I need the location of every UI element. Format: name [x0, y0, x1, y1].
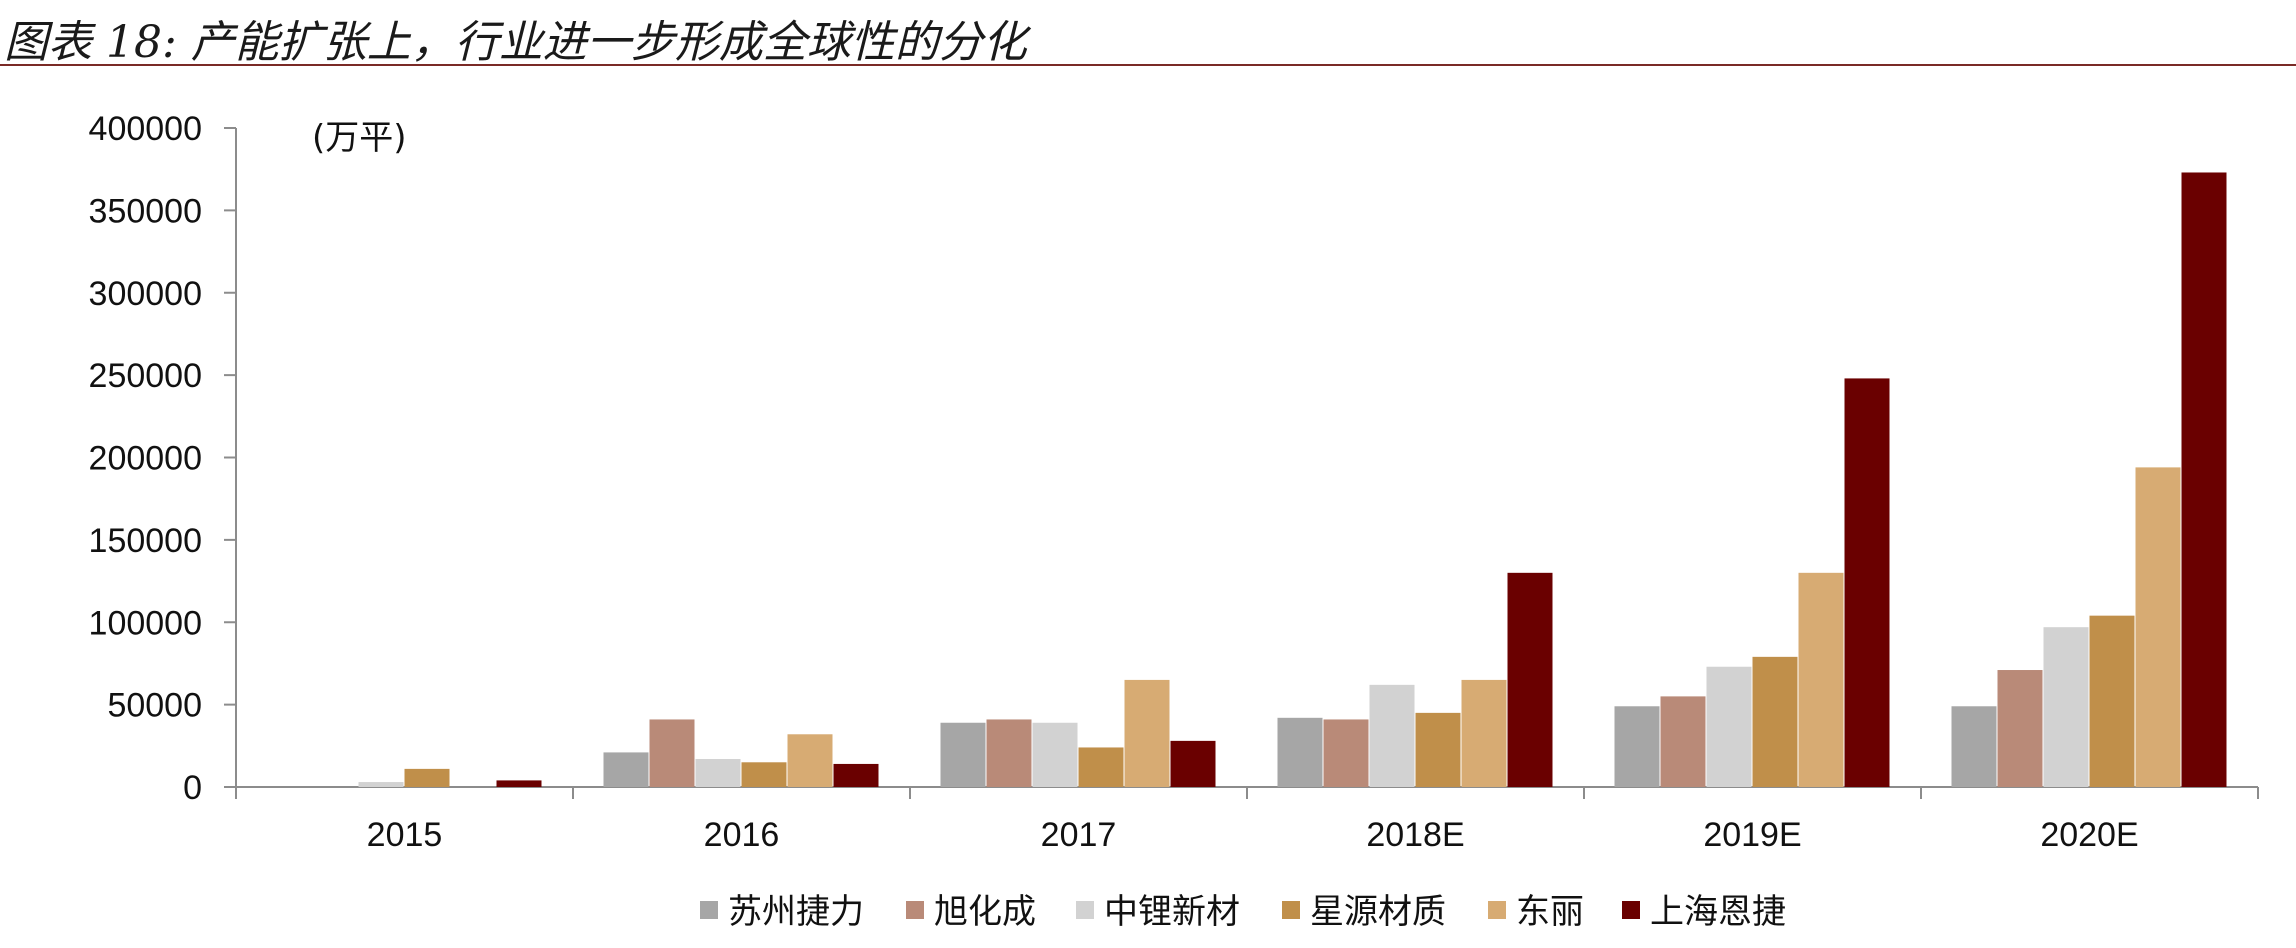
- bar-东丽-2020E: [2135, 467, 2181, 787]
- bar-上海恩捷-2020E: [2181, 172, 2227, 788]
- y-tick-label: 100000: [89, 604, 202, 642]
- bar-星源材质-2018E: [1415, 712, 1461, 787]
- bar-中锂新材-2017: [1032, 722, 1078, 787]
- legend-label-东丽: 东丽: [1516, 892, 1584, 932]
- legend-swatch-苏州捷力: [700, 901, 718, 919]
- title-divider: [0, 64, 2296, 66]
- x-tick-label: 2015: [367, 816, 443, 854]
- bar-星源材质-2019E: [1752, 656, 1798, 787]
- bar-旭化成-2017: [986, 719, 1032, 787]
- bar-苏州捷力-2017: [940, 722, 986, 787]
- bar-旭化成-2016: [649, 719, 695, 787]
- bar-上海恩捷-2018E: [1507, 572, 1553, 787]
- y-tick-label: 0: [183, 769, 202, 807]
- bar-中锂新材-2019E: [1706, 666, 1752, 787]
- bar-东丽-2018E: [1461, 679, 1507, 787]
- x-tick-label: 2019E: [1703, 816, 1801, 854]
- bar-旭化成-2018E: [1323, 719, 1369, 787]
- x-tick-label: 2016: [704, 816, 780, 854]
- bar-星源材质-2020E: [2089, 615, 2135, 787]
- bar-上海恩捷-2017: [1170, 740, 1216, 787]
- bar-上海恩捷-2019E: [1844, 378, 1890, 787]
- bars-group: [358, 172, 2227, 788]
- bar-苏州捷力-2020E: [1951, 706, 1997, 787]
- y-tick-label: 200000: [89, 440, 202, 478]
- x-tick-label: 2017: [1041, 816, 1117, 854]
- bar-旭化成-2019E: [1660, 696, 1706, 787]
- bar-苏州捷力-2019E: [1614, 706, 1660, 787]
- unit-label: (万平): [312, 118, 407, 158]
- x-axis: 2015 2016 2017 2018E 2019E 2020E: [235, 786, 2259, 854]
- bar-东丽-2019E: [1798, 572, 1844, 787]
- legend-label-上海恩捷: 上海恩捷: [1650, 892, 1786, 932]
- y-tick-label: 300000: [89, 275, 202, 313]
- bar-苏州捷力-2018E: [1277, 717, 1323, 787]
- bar-上海恩捷-2015: [496, 780, 542, 787]
- y-axis: 0 50000 100000 150000 200000 250000 300000 3500…: [89, 110, 237, 807]
- bar-苏州捷力-2016: [603, 752, 649, 787]
- y-tick-label: 400000: [89, 110, 202, 148]
- legend-label-星源材质: 星源材质: [1310, 892, 1446, 932]
- bar-东丽-2017: [1124, 679, 1170, 787]
- legend-label-中锂新材: 中锂新材: [1104, 892, 1240, 932]
- bar-旭化成-2020E: [1997, 670, 2043, 787]
- legend-swatch-中锂新材: [1076, 901, 1094, 919]
- legend: 苏州捷力 旭化成 中锂新材 星源材质 东丽 上海恩捷: [700, 892, 1786, 932]
- x-tick-label: 2020E: [2040, 816, 2138, 854]
- legend-label-旭化成: 旭化成: [934, 892, 1036, 932]
- bar-东丽-2016: [787, 734, 833, 787]
- figure-title: 图表 18: 产能扩张上，行业进一步形成全球性的分化: [4, 17, 1027, 68]
- legend-swatch-旭化成: [906, 901, 924, 919]
- bar-中锂新材-2018E: [1369, 684, 1415, 787]
- bar-中锂新材-2015: [358, 782, 404, 787]
- legend-label-苏州捷力: 苏州捷力: [728, 892, 864, 932]
- legend-swatch-上海恩捷: [1622, 901, 1640, 919]
- y-tick-label: 50000: [107, 687, 202, 725]
- x-tick-label: 2018E: [1366, 816, 1464, 854]
- bar-上海恩捷-2016: [833, 763, 879, 787]
- bar-中锂新材-2020E: [2043, 627, 2089, 787]
- bar-星源材质-2017: [1078, 747, 1124, 787]
- bar-星源材质-2015: [404, 768, 450, 787]
- legend-swatch-东丽: [1488, 901, 1506, 919]
- y-tick-label: 350000: [89, 192, 202, 230]
- bar-星源材质-2016: [741, 762, 787, 787]
- y-tick-label: 250000: [89, 357, 202, 395]
- y-tick-label: 150000: [89, 522, 202, 560]
- bar-中锂新材-2016: [695, 758, 741, 787]
- legend-swatch-星源材质: [1282, 901, 1300, 919]
